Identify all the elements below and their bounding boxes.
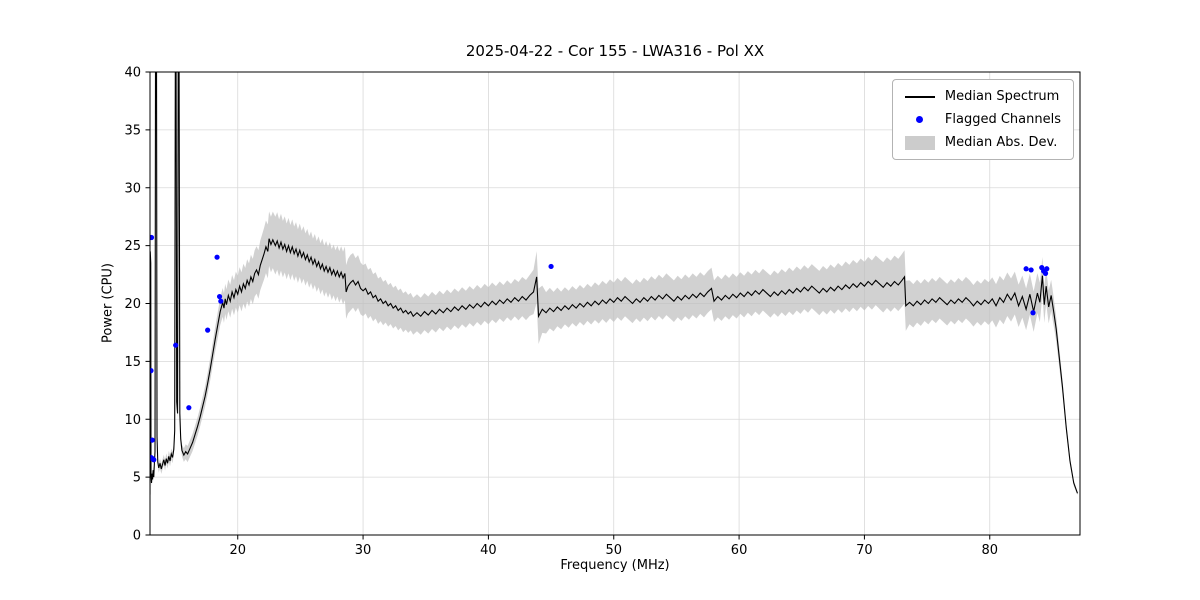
legend-label-flagged-channels: Flagged Channels <box>944 112 1061 127</box>
flagged-channel-dot <box>1042 270 1049 276</box>
x-tick-label: 70 <box>856 543 873 558</box>
legend-line-sample <box>904 95 935 98</box>
legend-label-median-abs-dev: Median Abs. Dev. <box>944 135 1058 150</box>
flagged-channel-dot <box>1028 267 1034 273</box>
chart-title: 2025-04-22 - Cor 155 - LWA316 - Pol XX <box>465 42 765 60</box>
flagged-channel-dot <box>173 342 179 348</box>
y-tick-label: 20 <box>124 297 141 312</box>
flagged-channel-dot <box>205 327 211 333</box>
median-spectrum-line <box>150 72 1079 495</box>
y-tick-label: 30 <box>124 181 141 196</box>
x-tick-label: 30 <box>355 543 372 558</box>
flagged-channel-dot <box>548 263 554 270</box>
flagged-channel-dot <box>151 457 157 463</box>
legend-dot-sample <box>905 116 935 123</box>
x-tick-label: 50 <box>605 543 622 558</box>
y-tick-label: 5 <box>133 471 141 486</box>
flagged-channel-dot <box>214 254 220 260</box>
flagged-channel-dot <box>150 368 154 374</box>
flagged-channel-dot <box>1023 266 1029 272</box>
flagged-channel-dot <box>186 405 192 411</box>
flagged-channel-dot <box>150 234 155 241</box>
mad-band <box>150 72 1078 498</box>
x-tick-label: 20 <box>229 543 246 558</box>
y-tick-label: 0 <box>133 529 141 544</box>
x-axis-label: Frequency (MHz) <box>560 558 670 573</box>
legend-row-median-abs-dev: Median Abs. Dev. <box>904 135 1061 150</box>
flagged-channel-dot <box>1030 310 1036 316</box>
legend-row-flagged-channels: Flagged Channels <box>905 112 1061 127</box>
x-tick-label: 80 <box>981 543 998 558</box>
legend-patch-sample <box>904 135 935 150</box>
legend-row-median-spectrum: Median Spectrum <box>904 89 1061 104</box>
flagged-channel-dot <box>150 437 155 443</box>
legend-dot-glyph <box>916 116 924 123</box>
legend-label-median-spectrum: Median Spectrum <box>944 89 1060 104</box>
flagged-channel-dot <box>216 293 223 300</box>
x-tick-label: 60 <box>731 543 748 558</box>
flagged-channel-dot <box>1044 266 1050 272</box>
y-tick-label: 25 <box>124 239 141 254</box>
y-tick-label: 15 <box>124 355 141 370</box>
y-tick-label: 35 <box>124 123 141 138</box>
y-tick-label: 40 <box>124 66 141 81</box>
flagged-channel-dot <box>218 298 224 304</box>
legend: Median Spectrum Flagged Channels Median … <box>891 79 1074 160</box>
x-tick-label: 40 <box>480 543 497 558</box>
y-tick-label: 10 <box>124 413 141 428</box>
